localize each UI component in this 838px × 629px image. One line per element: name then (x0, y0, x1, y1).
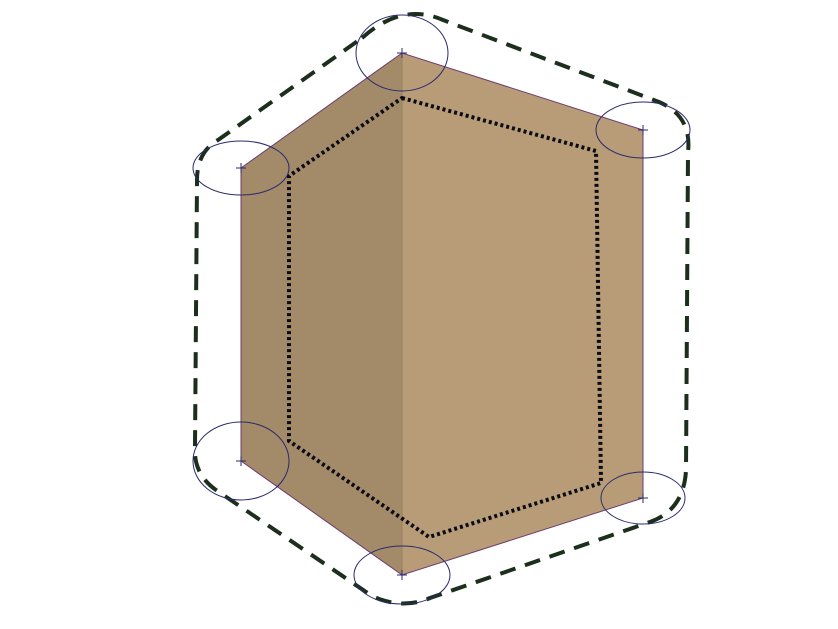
vertex-marker-bottom-right[interactable] (600, 471, 686, 525)
vertex-marker-bottom-left[interactable] (192, 421, 290, 501)
vertex-marker-bottom[interactable] (353, 545, 451, 605)
outer-offset-outline[interactable] (192, 12, 691, 606)
inner-offset-outline[interactable] (287, 95, 604, 540)
vertex-marker-top-right[interactable] (595, 101, 691, 159)
vertex-marker-top-left[interactable] (192, 140, 290, 196)
box-right-face[interactable] (402, 53, 643, 575)
box-left-face[interactable] (241, 53, 402, 575)
vertex-marker-top[interactable] (355, 14, 449, 92)
